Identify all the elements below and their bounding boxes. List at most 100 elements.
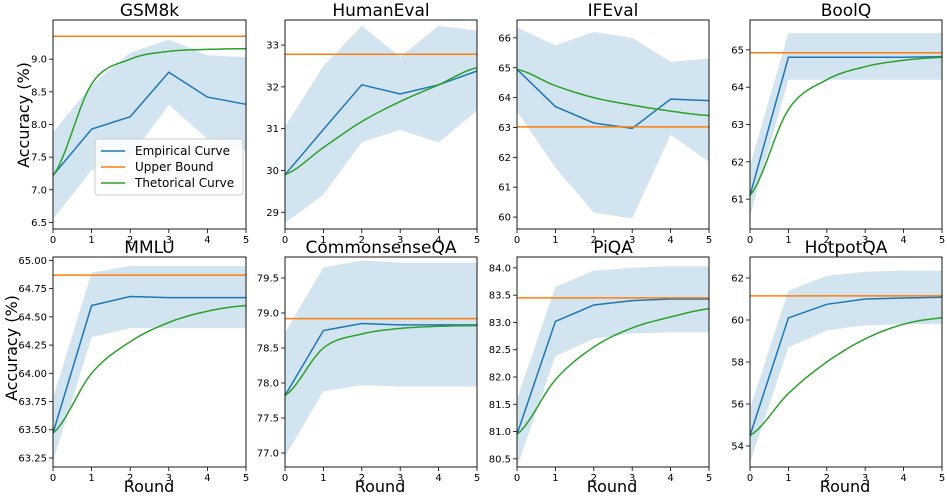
ytick-label-mmlu: 63.25 bbox=[18, 453, 47, 464]
series-theoretical-mmlu bbox=[52, 304, 247, 434]
ytick-label-humaneval: 31 bbox=[266, 124, 279, 135]
panel-title-commonsenseqa: CommonsenseQA bbox=[306, 238, 457, 258]
axes-frame-mmlu bbox=[52, 256, 247, 468]
panel-piqa: 0 1 2 3 4 5 80.5 81.0 81.5 82.0 82.5 83.0 83.5 84.0 Pi… bbox=[489, 238, 712, 484]
ytick-label-gsm8k: 7.0 bbox=[31, 185, 47, 196]
series-empirical-hotpotqa bbox=[749, 296, 943, 436]
legend: Empirical Curve Upper Bound Thetorical C… bbox=[94, 138, 244, 196]
xtick-label-piqa: 3 bbox=[629, 473, 635, 484]
panel-ifeval: 0 1 2 3 4 5 60 61 62 63 64 65 66 IFEval bbox=[498, 1, 712, 246]
ytick-label-mmlu: 64.75 bbox=[18, 284, 47, 295]
xtick-label-boolq: 4 bbox=[900, 235, 906, 246]
series-empirical-gsm8k bbox=[52, 71, 247, 176]
series-empirical-ifeval bbox=[516, 68, 710, 130]
ytick-label-gsm8k: 9.0 bbox=[31, 55, 47, 66]
xtick-label-commonsenseqa: 4 bbox=[435, 473, 441, 484]
xtick-label-boolq: 1 bbox=[785, 235, 791, 246]
xlabel-col2: Round bbox=[355, 477, 406, 496]
legend-label-theoretical: Thetorical Curve bbox=[134, 176, 234, 190]
xtick-label-humaneval: 0 bbox=[282, 235, 288, 246]
xtick-label-humaneval: 3 bbox=[397, 235, 403, 246]
ytick-label-piqa: 84.0 bbox=[489, 263, 511, 274]
ytick-label-hotpotqa: 56 bbox=[731, 400, 744, 411]
ytick-label-mmlu: 64.25 bbox=[18, 341, 47, 352]
xtick-label-gsm8k: 1 bbox=[88, 235, 94, 246]
xtick-label-boolq: 0 bbox=[747, 235, 753, 246]
xtick-label-ifeval: 1 bbox=[552, 235, 558, 246]
xtick-label-gsm8k: 5 bbox=[243, 235, 249, 246]
ytick-label-ifeval: 62 bbox=[498, 153, 511, 164]
xlabel-col3: Round bbox=[587, 477, 638, 496]
xtick-label-piqa: 5 bbox=[706, 473, 712, 484]
series-empirical-piqa bbox=[516, 298, 709, 435]
series-theoretical-piqa bbox=[516, 308, 710, 435]
xtick-label-gsm8k: 2 bbox=[127, 235, 133, 246]
ytick-label-commonsenseqa: 79.5 bbox=[257, 274, 279, 285]
series-theoretical-humaneval bbox=[284, 66, 478, 176]
band-commonsenseqa bbox=[285, 260, 477, 457]
panel-boolq: 0 1 2 3 4 5 61 62 63 64 65 BoolQ bbox=[731, 1, 945, 246]
series-empirical-commonsenseqa bbox=[284, 322, 477, 396]
ytick-label-ifeval: 66 bbox=[498, 33, 511, 44]
xtick-label-piqa: 2 bbox=[591, 473, 597, 484]
ytick-label-gsm8k: 6.5 bbox=[31, 218, 47, 229]
band-humaneval bbox=[285, 25, 477, 223]
ytick-label-boolq: 62 bbox=[731, 157, 744, 168]
ytick-label-commonsenseqa: 78.5 bbox=[257, 344, 279, 355]
xtick-label-mmlu: 4 bbox=[204, 473, 210, 484]
series-theoretical-ifeval bbox=[516, 68, 710, 117]
xtick-label-humaneval: 5 bbox=[474, 235, 480, 246]
axes-frame-piqa bbox=[516, 256, 710, 468]
legend-box bbox=[94, 138, 244, 196]
series-theoretical-hotpotqa bbox=[749, 317, 943, 437]
xtick-label-hotpotqa: 2 bbox=[824, 473, 830, 484]
ytick-label-mmlu: 65.00 bbox=[18, 256, 47, 267]
series-theoretical-gsm8k bbox=[52, 47, 247, 176]
ytick-label-boolq: 61 bbox=[731, 195, 744, 206]
panel-title-piqa: PiQA bbox=[593, 238, 633, 258]
ytick-label-hotpotqa: 60 bbox=[731, 316, 744, 327]
xtick-label-ifeval: 3 bbox=[629, 235, 635, 246]
ytick-label-piqa: 82.5 bbox=[489, 345, 511, 356]
ytick-label-ifeval: 63 bbox=[498, 123, 511, 134]
axes-frame-humaneval bbox=[284, 19, 478, 230]
band-gsm8k bbox=[53, 39, 246, 220]
series-empirical-boolq bbox=[749, 55, 943, 196]
panel-mmlu: 0 1 2 3 4 5 63.25 63.50 63.75 64.00 64.25 64.50 64.7… bbox=[18, 238, 249, 484]
ytick-label-ifeval: 61 bbox=[498, 183, 511, 194]
ytick-label-gsm8k: 7.5 bbox=[31, 153, 47, 164]
xtick-label-hotpotqa: 5 bbox=[939, 473, 945, 484]
ytick-label-ifeval: 65 bbox=[498, 63, 511, 74]
panel-title-boolq: BoolQ bbox=[821, 1, 872, 21]
axes-frame-ifeval bbox=[516, 19, 710, 230]
xtick-label-ifeval: 5 bbox=[706, 235, 712, 246]
xtick-label-gsm8k: 3 bbox=[166, 235, 172, 246]
ytick-label-piqa: 82.0 bbox=[489, 373, 511, 384]
panel-title-hotpotqa: HotpotQA bbox=[805, 238, 888, 258]
panel-title-mmlu: MMLU bbox=[124, 238, 174, 258]
panel-title-gsm8k: GSM8k bbox=[120, 1, 179, 21]
xtick-label-commonsenseqa: 2 bbox=[359, 473, 365, 484]
ytick-label-mmlu: 64.00 bbox=[18, 369, 47, 380]
xtick-label-commonsenseqa: 3 bbox=[397, 473, 403, 484]
ytick-label-hotpotqa: 62 bbox=[731, 274, 744, 285]
xtick-label-boolq: 2 bbox=[824, 235, 830, 246]
ytick-label-ifeval: 60 bbox=[498, 213, 511, 224]
xtick-label-piqa: 0 bbox=[514, 473, 520, 484]
xtick-label-ifeval: 0 bbox=[514, 235, 520, 246]
ytick-label-gsm8k: 8.0 bbox=[31, 120, 47, 131]
ytick-label-piqa: 83.5 bbox=[489, 291, 511, 302]
xtick-label-boolq: 5 bbox=[939, 235, 945, 246]
ytick-label-commonsenseqa: 78.0 bbox=[257, 379, 279, 390]
xtick-label-boolq: 3 bbox=[862, 235, 868, 246]
ytick-label-piqa: 80.5 bbox=[489, 454, 511, 465]
series-theoretical-commonsenseqa bbox=[284, 324, 477, 397]
xlabel-col4: Round bbox=[820, 477, 871, 496]
xtick-label-mmlu: 2 bbox=[127, 473, 133, 484]
ytick-label-hotpotqa: 58 bbox=[731, 358, 744, 369]
xtick-label-piqa: 1 bbox=[552, 473, 558, 484]
ytick-label-piqa: 83.0 bbox=[489, 318, 511, 329]
